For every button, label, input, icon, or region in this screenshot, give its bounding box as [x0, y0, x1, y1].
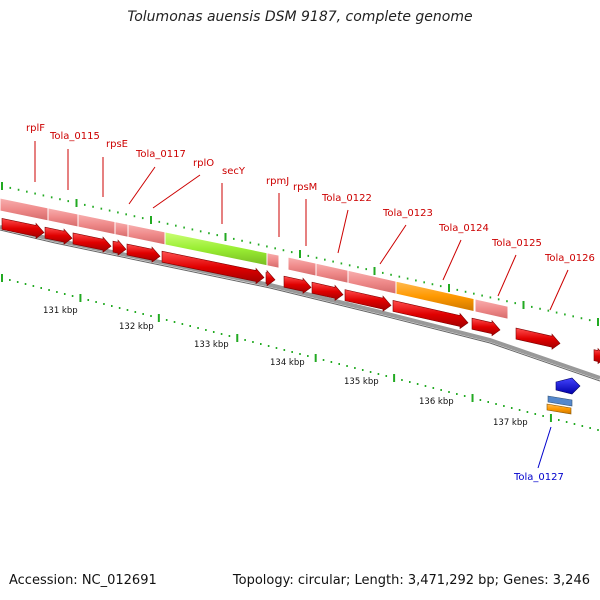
rna-arrow: [555, 377, 581, 395]
gene-labels: rplF Tola_0115 rpsE Tola_0117 rplO secY rpmJ rp…: [26, 123, 595, 483]
gene-label: Tola_0122: [321, 193, 372, 204]
feature-block: [547, 395, 573, 407]
scale-labels: 131 kbp 132 kbp 133 kbp 134 kbp 135 kbp 136 k…: [43, 306, 528, 428]
gene-label: Tola_0115: [49, 131, 100, 142]
gene-arrow: [72, 232, 112, 253]
gene-label: Tola_0126: [544, 253, 595, 264]
cds-block: [315, 262, 349, 284]
tick-marks: [1, 182, 599, 431]
gene-label: Tola_0125: [491, 238, 542, 249]
leader-line: [379, 224, 407, 265]
map-title: Tolumonas auensis DSM 9187, complete gen…: [127, 9, 473, 25]
scale-label: 134 kbp: [270, 358, 305, 368]
scale-label: 131 kbp: [43, 306, 78, 316]
cds-block: [474, 298, 509, 320]
gene-arrow: [112, 239, 127, 256]
cds-track: [0, 197, 509, 320]
scale-label: 132 kbp: [119, 322, 154, 332]
gene-arrow: [593, 347, 600, 365]
scale-label: 135 kbp: [344, 377, 379, 387]
gene-label: rpsE: [106, 139, 128, 150]
gene-label: Tola_0124: [438, 223, 489, 234]
gene-arrow: [126, 243, 161, 263]
leader-line: [128, 166, 156, 205]
leader-line: [442, 239, 462, 281]
leader-line: [537, 426, 552, 469]
scale-label: 133 kbp: [194, 340, 229, 350]
cds-block: [127, 223, 166, 246]
backbone-shadow: [0, 229, 600, 382]
label-leaders: [34, 141, 569, 469]
gene-arrow: [392, 300, 469, 330]
feature-block: [546, 403, 572, 415]
gene-label: Tola_0117: [135, 149, 186, 160]
accession-text: Accession: NC_012691: [9, 573, 157, 588]
gene-label: rpsM: [293, 182, 317, 193]
cds-block: [266, 252, 280, 269]
topology-summary: Topology: circular; Length: 3,471,292 bp…: [232, 573, 590, 588]
gene-label: Tola_0123: [382, 208, 433, 219]
gene-arrow: [283, 275, 312, 294]
leader-line: [152, 174, 201, 209]
cds-block: [47, 207, 79, 228]
gene-label: rplO: [193, 158, 214, 169]
gene-arrow: [161, 250, 265, 285]
gene-label: rplF: [26, 123, 45, 134]
gene-arrow: [515, 327, 561, 350]
cds-block: [77, 213, 116, 236]
cds-block: [347, 269, 397, 295]
cds-block: [0, 197, 49, 222]
backbone-line: [0, 225, 600, 380]
gene-label: secY: [222, 166, 246, 177]
cds-block: [395, 280, 475, 313]
scale-label: 136 kbp: [419, 397, 454, 407]
gene-arrow: [1, 218, 45, 239]
leader-line: [337, 209, 349, 254]
leader-line: [549, 269, 569, 311]
gene-arrow: [311, 281, 344, 301]
cds-block: [287, 256, 317, 277]
gene-arrow: [265, 269, 276, 287]
gene-arrow: [44, 226, 73, 245]
leader-line: [497, 254, 517, 297]
gene-arrow: [344, 289, 392, 312]
gene-track: [1, 218, 600, 415]
gene-label-blue: Tola_0127: [513, 472, 564, 483]
gene-label: rpmJ: [266, 176, 289, 187]
gene-arrow: [471, 317, 501, 337]
cds-block: [114, 220, 129, 238]
scale-label: 137 kbp: [493, 418, 528, 428]
